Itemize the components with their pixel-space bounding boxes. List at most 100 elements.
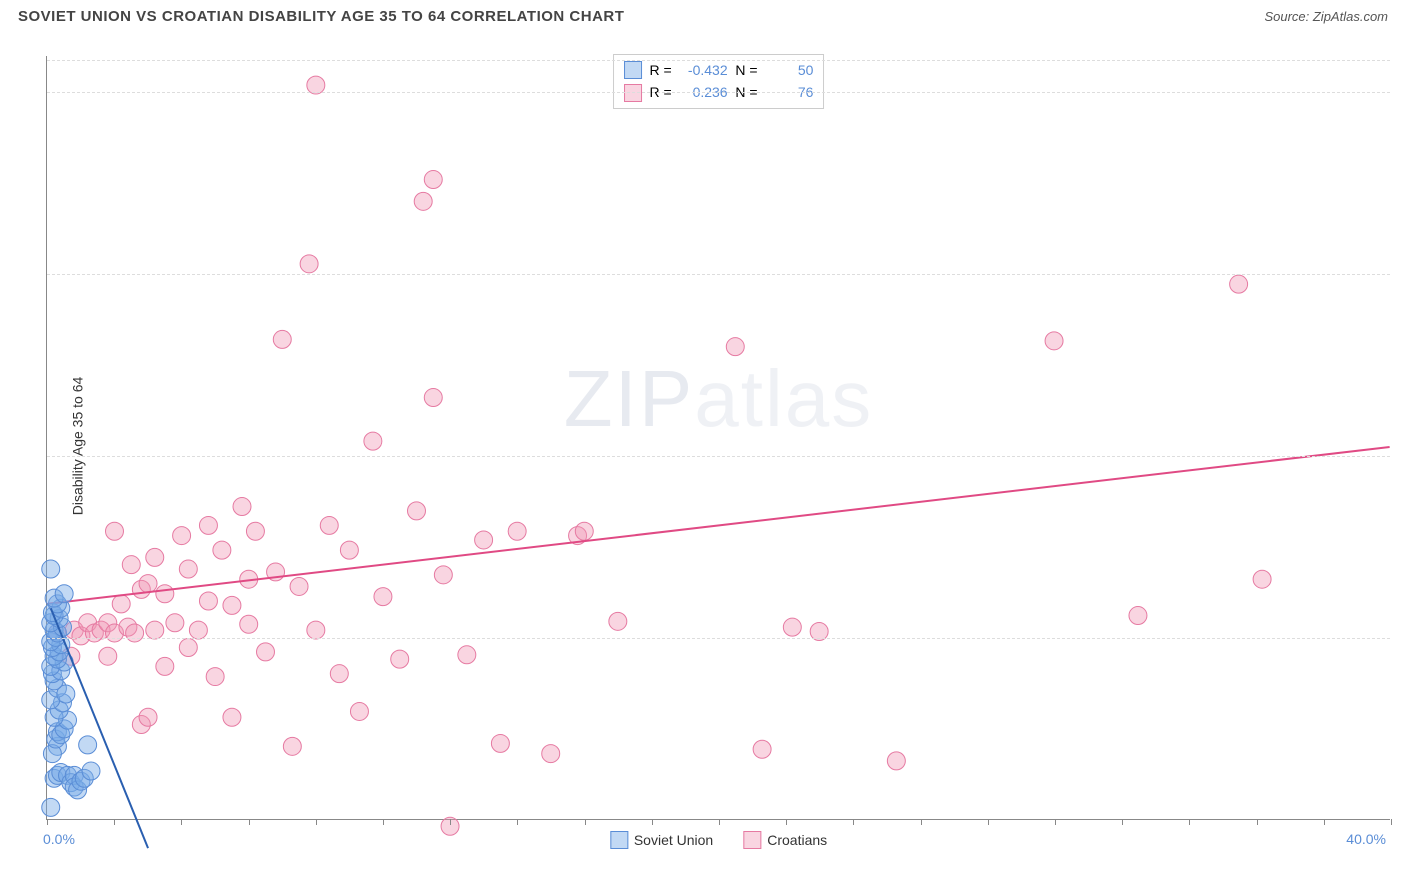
chart-svg: [47, 56, 1390, 819]
data-point: [139, 575, 157, 593]
x-tick: [114, 819, 115, 825]
data-point: [364, 432, 382, 450]
y-tick-label: 25.0%: [1395, 448, 1406, 464]
data-point: [434, 566, 452, 584]
x-tick: [181, 819, 182, 825]
gridline: [47, 638, 1390, 639]
data-point: [1230, 275, 1248, 293]
x-tick: [1189, 819, 1190, 825]
data-point: [199, 592, 217, 610]
data-point: [233, 498, 251, 516]
x-tick: [517, 819, 518, 825]
y-tick-label: 50.0%: [1395, 84, 1406, 100]
x-max-label: 40.0%: [1346, 831, 1386, 847]
y-tick-label: 37.5%: [1395, 266, 1406, 282]
data-point: [1253, 570, 1271, 588]
data-point: [414, 192, 432, 210]
x-tick: [249, 819, 250, 825]
x-tick: [1391, 819, 1392, 825]
legend-swatch: [624, 61, 642, 79]
y-tick-label: 12.5%: [1395, 630, 1406, 646]
data-point: [206, 668, 224, 686]
data-point: [887, 752, 905, 770]
data-point: [290, 577, 308, 595]
data-point: [458, 646, 476, 664]
x-tick: [652, 819, 653, 825]
data-point: [783, 618, 801, 636]
x-tick: [316, 819, 317, 825]
x-tick: [988, 819, 989, 825]
data-point: [475, 531, 493, 549]
data-point: [173, 527, 191, 545]
x-tick: [719, 819, 720, 825]
data-point: [213, 541, 231, 559]
x-tick: [853, 819, 854, 825]
data-point: [307, 76, 325, 94]
data-point: [146, 548, 164, 566]
data-point: [82, 762, 100, 780]
data-point: [283, 737, 301, 755]
data-point: [491, 734, 509, 752]
data-point: [106, 522, 124, 540]
gridline: [47, 456, 1390, 457]
data-point: [112, 595, 130, 613]
legend-series-item: Soviet Union: [610, 831, 713, 849]
data-point: [223, 708, 241, 726]
data-point: [300, 255, 318, 273]
data-point: [575, 522, 593, 540]
data-point: [126, 624, 144, 642]
x-tick: [1055, 819, 1056, 825]
data-point: [424, 389, 442, 407]
data-point: [42, 798, 60, 816]
x-tick: [383, 819, 384, 825]
legend-swatch: [610, 831, 628, 849]
data-point: [1045, 332, 1063, 350]
data-point: [179, 639, 197, 657]
data-point: [166, 614, 184, 632]
data-point: [139, 708, 157, 726]
x-tick: [1324, 819, 1325, 825]
data-point: [374, 588, 392, 606]
data-point: [223, 596, 241, 614]
data-point: [42, 560, 60, 578]
data-point: [79, 736, 97, 754]
data-point: [257, 643, 275, 661]
data-point: [424, 171, 442, 189]
data-point: [99, 647, 117, 665]
x-tick: [921, 819, 922, 825]
data-point: [320, 516, 338, 534]
series-legend: Soviet Union Croatians: [610, 831, 827, 849]
source-attribution: Source: ZipAtlas.com: [1264, 9, 1388, 24]
x-tick: [786, 819, 787, 825]
data-point: [508, 522, 526, 540]
gridline: [47, 92, 1390, 93]
data-point: [273, 330, 291, 348]
data-point: [189, 621, 207, 639]
gridline: [47, 274, 1390, 275]
data-point: [240, 615, 258, 633]
data-point: [391, 650, 409, 668]
data-point: [753, 740, 771, 758]
x-tick: [585, 819, 586, 825]
data-point: [122, 556, 140, 574]
data-point: [156, 585, 174, 603]
x-tick: [450, 819, 451, 825]
data-point: [542, 745, 560, 763]
data-point: [609, 612, 627, 630]
data-point: [408, 502, 426, 520]
data-point: [307, 621, 325, 639]
data-point: [340, 541, 358, 559]
data-point: [330, 665, 348, 683]
data-point: [726, 338, 744, 356]
chart-title: SOVIET UNION VS CROATIAN DISABILITY AGE …: [18, 8, 624, 25]
data-point: [156, 657, 174, 675]
legend-swatch: [743, 831, 761, 849]
legend-series-item: Croatians: [743, 831, 827, 849]
x-origin-label: 0.0%: [43, 831, 75, 847]
data-point: [55, 585, 73, 603]
plot-area: ZIPatlas R = -0.432 N = 50R = 0.236 N = …: [46, 56, 1390, 820]
data-point: [179, 560, 197, 578]
data-point: [246, 522, 264, 540]
x-tick: [1257, 819, 1258, 825]
legend-stat-row: R = -0.432 N = 50: [624, 59, 814, 81]
